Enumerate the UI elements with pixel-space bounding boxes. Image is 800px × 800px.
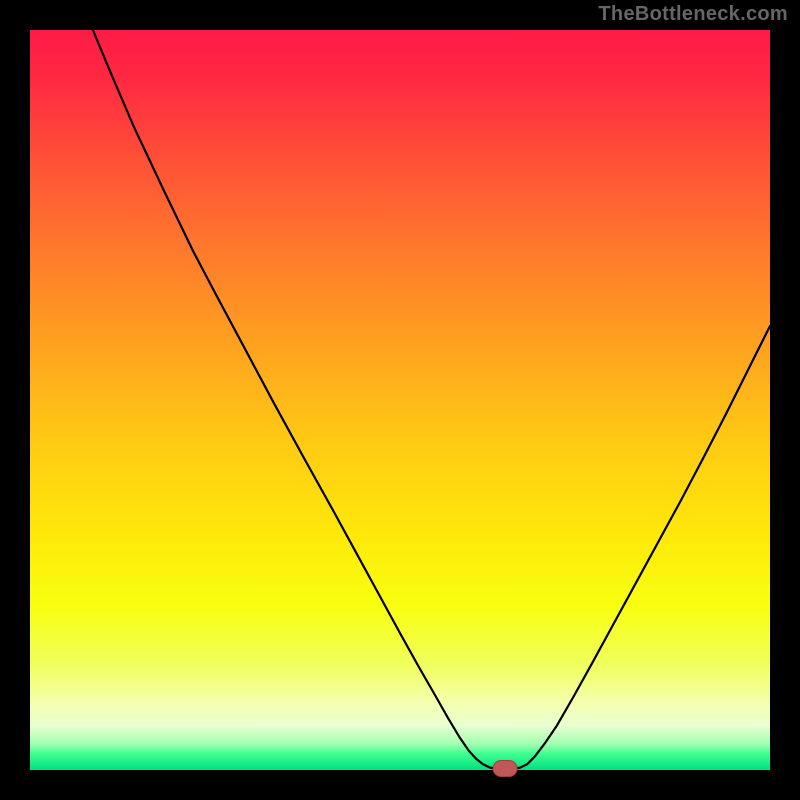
bottleneck-chart: TheBottleneck.com (0, 0, 800, 800)
attribution-text: TheBottleneck.com (598, 3, 788, 26)
chart-svg (0, 0, 800, 800)
bottleneck-marker (493, 761, 517, 777)
